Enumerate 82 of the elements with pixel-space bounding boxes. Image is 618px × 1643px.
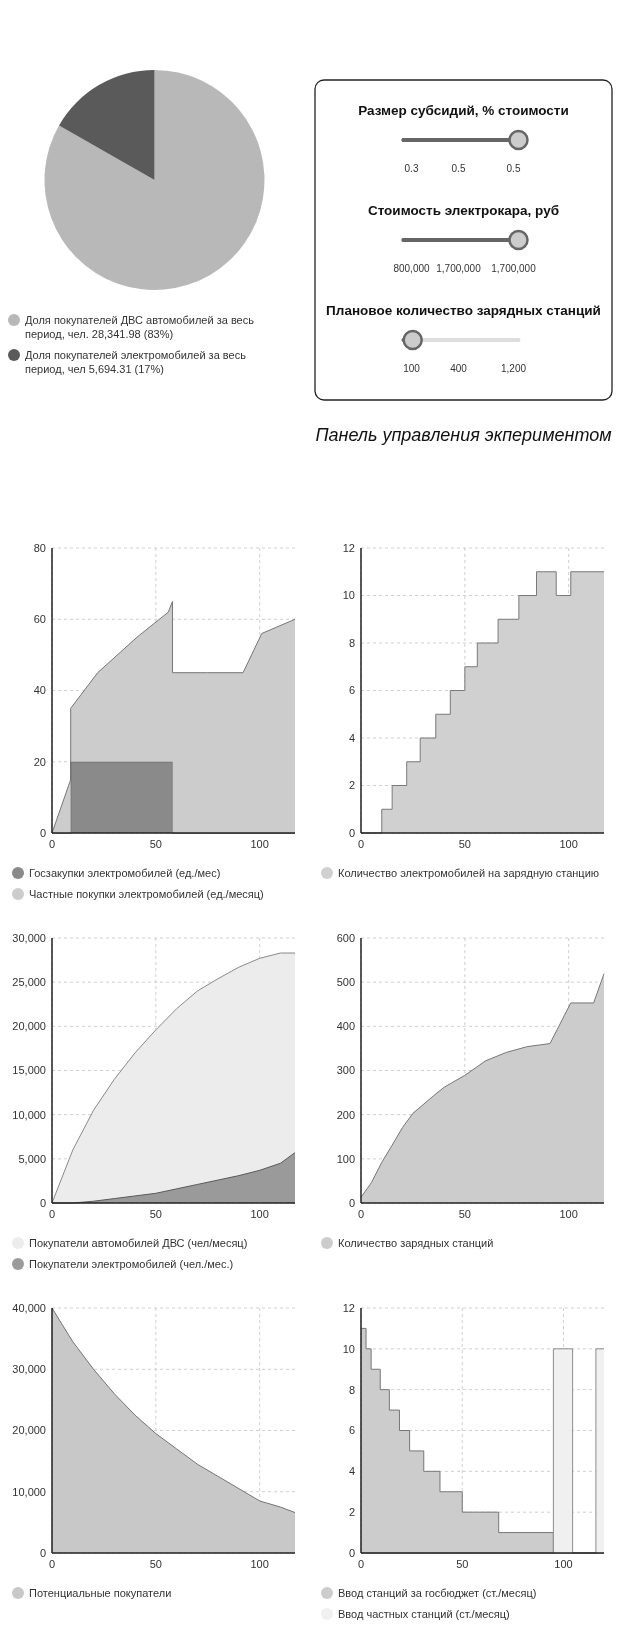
- legend-label: Потенциальные покупатели: [29, 1586, 172, 1599]
- y-tick-label: 0: [348, 1546, 355, 1559]
- y-tick-label: 30,000: [12, 931, 46, 944]
- y-tick-label: 400: [336, 1020, 355, 1033]
- y-tick-label: 4: [348, 731, 355, 744]
- legend-label: Количество электромобилей на зарядную станцию: [338, 866, 600, 879]
- text: Размер субсидий, % стоимости: [358, 102, 569, 118]
- legend-label: Количество зарядных станций: [338, 1236, 494, 1249]
- pie-slice: [59, 70, 155, 180]
- y-tick-label: 6: [348, 1424, 355, 1437]
- y-tick-label: 12: [342, 541, 355, 554]
- x-tick-label: 50: [458, 1208, 471, 1220]
- y-tick-label: 0: [39, 1546, 46, 1559]
- y-tick-label: 80: [33, 541, 46, 554]
- x-tick-label: 100: [559, 838, 578, 850]
- x-tick-label: 50: [149, 1208, 162, 1220]
- y-tick-label: 4: [348, 1465, 355, 1478]
- x-tick-label: 0: [357, 838, 365, 850]
- x-tick-label: 0: [48, 1558, 56, 1570]
- legend-label: Покупатели электромобилей (чел./мес.): [29, 1257, 234, 1270]
- x-tick-label: 50: [456, 1558, 469, 1570]
- text: 1,200: [500, 362, 527, 374]
- y-tick-label: 30,000: [12, 1363, 46, 1376]
- y-tick-label: 15,000: [12, 1064, 46, 1077]
- text: 0.5: [506, 162, 521, 174]
- y-tick-label: 2: [348, 779, 355, 792]
- y-tick-label: 100: [336, 1152, 355, 1165]
- y-tick-label: 20,000: [12, 1020, 46, 1033]
- y-tick-label: 8: [348, 1383, 355, 1396]
- y-tick-label: 0: [348, 1196, 355, 1209]
- x-tick-label: 100: [250, 1558, 269, 1570]
- y-tick-label: 6: [348, 684, 355, 697]
- y-tick-label: 60: [33, 613, 46, 626]
- y-tick-label: 5,000: [18, 1152, 46, 1165]
- legend-label: Ввод станций за госбюджет (ст./месяц): [338, 1586, 537, 1599]
- x-tick-label: 50: [149, 838, 162, 850]
- text: 100: [403, 362, 421, 374]
- text: Плановое количество зарядных станций: [326, 302, 601, 318]
- y-tick-label: 500: [336, 976, 355, 989]
- y-tick-label: 300: [336, 1064, 355, 1077]
- x-tick-label: 50: [149, 1558, 162, 1570]
- x-tick-label: 0: [357, 1208, 365, 1220]
- text: Стоимость электрокара, руб: [367, 202, 560, 218]
- y-tick-label: 10: [342, 1342, 355, 1355]
- y-tick-label: 200: [336, 1108, 355, 1121]
- x-tick-label: 100: [250, 1208, 269, 1220]
- y-tick-label: 40: [33, 684, 46, 697]
- x-tick-label: 50: [458, 838, 471, 850]
- y-tick-label: 10: [342, 589, 355, 602]
- text: 800,000: [393, 262, 431, 274]
- y-tick-label: 25,000: [12, 976, 46, 989]
- y-tick-label: 12: [342, 1301, 355, 1314]
- y-tick-label: 0: [39, 1196, 46, 1209]
- legend-label: Покупатели автомобилей ДВС (чел/месяц): [29, 1236, 248, 1249]
- x-tick-label: 100: [554, 1558, 573, 1570]
- y-tick-label: 10,000: [12, 1108, 46, 1121]
- text: Панель управления экпериментом: [315, 425, 612, 446]
- y-tick-label: 0: [39, 826, 46, 839]
- y-tick-label: 20,000: [12, 1424, 46, 1437]
- legend-label: Госзакупки электромобилей (ед./мес): [29, 866, 221, 879]
- y-tick-label: 10,000: [12, 1485, 46, 1498]
- x-tick-label: 100: [250, 838, 269, 850]
- text: 1,700,000: [436, 262, 482, 274]
- x-tick-label: 100: [559, 1208, 578, 1220]
- text: 0.3: [404, 162, 419, 174]
- y-tick-label: 20: [33, 755, 46, 768]
- text: 1,700,000: [491, 262, 537, 274]
- legend-label: Доля покупателей электромобилей за весь период, чел 5,694.31 (17%): [25, 348, 247, 375]
- y-tick-label: 2: [348, 1506, 355, 1519]
- y-tick-label: 600: [336, 931, 355, 944]
- x-tick-label: 0: [48, 838, 56, 850]
- text: 400: [450, 362, 468, 374]
- legend-label: Частные покупки электромобилей (ед./месяц): [29, 887, 264, 900]
- pie-slice: [44, 70, 265, 290]
- text: 0.5: [451, 162, 466, 174]
- legend-label: Ввод частных станций (ст./месяц): [338, 1607, 510, 1620]
- y-tick-label: 40,000: [12, 1301, 46, 1314]
- legend-label: Доля покупателей ДВС автомобилей за весь период, чел. 28,341.98 (83%): [25, 313, 255, 340]
- y-tick-label: 8: [348, 636, 355, 649]
- x-tick-label: 0: [357, 1558, 365, 1570]
- x-tick-label: 0: [48, 1208, 56, 1220]
- y-tick-label: 0: [348, 826, 355, 839]
